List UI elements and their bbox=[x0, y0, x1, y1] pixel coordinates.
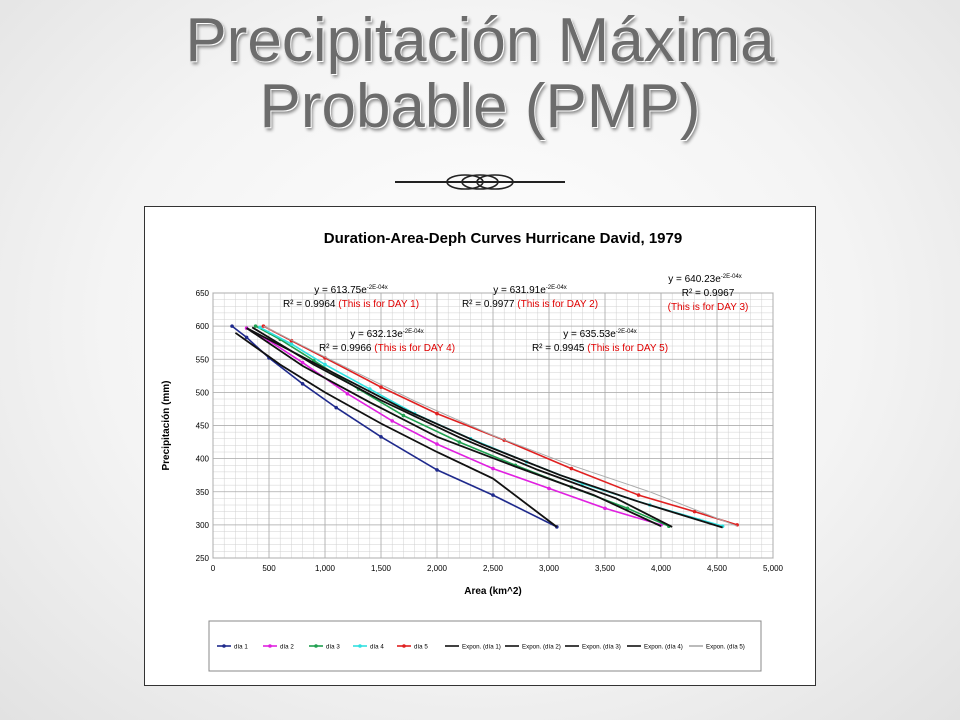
legend-label: Expon. (día 1) bbox=[462, 644, 501, 651]
series-line bbox=[234, 332, 558, 528]
trendline-note: (This is for DAY 5) bbox=[587, 343, 668, 354]
data-point bbox=[636, 493, 641, 497]
x-tick-label: 500 bbox=[262, 564, 276, 573]
chart-title: Duration-Area-Deph Curves Hurricane Davi… bbox=[324, 230, 682, 247]
data-point bbox=[253, 324, 258, 328]
data-point bbox=[435, 442, 439, 446]
data-point bbox=[547, 486, 551, 491]
data-point bbox=[625, 506, 630, 511]
series-line bbox=[251, 326, 673, 528]
chart-container: Duration-Area-Deph Curves Hurricane Davi… bbox=[144, 206, 816, 686]
y-tick-label: 250 bbox=[196, 554, 210, 563]
data-point bbox=[368, 387, 372, 391]
data-point bbox=[569, 466, 574, 471]
data-point bbox=[457, 440, 462, 444]
legend-label: Expon. (día 4) bbox=[644, 644, 683, 651]
y-tick-label: 350 bbox=[196, 488, 210, 497]
x-tick-label: 0 bbox=[211, 564, 216, 573]
series-line bbox=[246, 327, 723, 529]
trendline-equation: y = 632.13e-2E-04x bbox=[350, 329, 424, 340]
data-point bbox=[603, 506, 607, 511]
trendline-note: (This is for DAY 3) bbox=[668, 302, 749, 313]
legend-label: Expon. (día 2) bbox=[522, 644, 561, 651]
y-tick-label: 300 bbox=[196, 521, 210, 530]
data-point bbox=[289, 342, 294, 346]
legend-label: día 5 bbox=[414, 644, 428, 651]
legend-label: día 1 bbox=[234, 644, 248, 651]
data-point bbox=[323, 362, 327, 367]
series-line bbox=[246, 327, 662, 528]
trendline-note: (This is for DAY 2) bbox=[517, 299, 598, 310]
y-tick-label: 400 bbox=[196, 455, 210, 464]
slide-title: Precipitación Máxima Probable (PMP) bbox=[0, 8, 960, 140]
x-tick-label: 5,000 bbox=[763, 564, 784, 573]
data-point bbox=[435, 411, 439, 416]
trendline-equation: y = 613.75e-2E-04x bbox=[314, 285, 388, 296]
data-point bbox=[401, 413, 406, 418]
x-axis-label: Area (km^2) bbox=[464, 586, 522, 597]
data-point bbox=[300, 381, 305, 386]
slide-title-line-1: Precipitación Máxima bbox=[185, 6, 775, 75]
data-point bbox=[334, 405, 338, 410]
y-tick-label: 550 bbox=[196, 355, 210, 364]
trendline-equation: y = 631.91e-2E-04x bbox=[493, 285, 567, 296]
legend-label: día 3 bbox=[326, 644, 340, 651]
legend-label: Expon. (día 5) bbox=[706, 644, 745, 651]
series-line bbox=[263, 325, 738, 527]
trendline-note: (This is for DAY 1) bbox=[338, 299, 419, 310]
data-point bbox=[379, 385, 383, 389]
data-point bbox=[244, 335, 249, 340]
x-tick-label: 2,500 bbox=[483, 564, 504, 573]
data-point bbox=[230, 324, 234, 328]
x-tick-label: 1,500 bbox=[371, 564, 392, 573]
legend-label: día 2 bbox=[280, 644, 294, 651]
trendline-r2: R² = 0.9964 (This is for DAY 1) bbox=[283, 299, 419, 310]
x-tick-label: 3,500 bbox=[595, 564, 616, 573]
trendline-note: (This is for DAY 4) bbox=[374, 343, 455, 354]
trendline-equation: y = 640.23e-2E-04x bbox=[668, 274, 742, 285]
y-tick-label: 450 bbox=[196, 422, 210, 431]
data-point bbox=[491, 466, 495, 471]
legend-box bbox=[208, 620, 762, 672]
trendline-r2: R² = 0.9977 (This is for DAY 2) bbox=[462, 299, 598, 310]
legend-marker bbox=[358, 644, 362, 648]
x-tick-label: 2,000 bbox=[427, 564, 448, 573]
legend-marker bbox=[402, 644, 406, 648]
data-point bbox=[258, 325, 262, 330]
legend-marker bbox=[222, 644, 226, 648]
data-point bbox=[379, 434, 383, 439]
slide-title-line-2: Probable (PMP) bbox=[259, 72, 701, 141]
trendline-equation: y = 635.53e-2E-04x bbox=[563, 329, 637, 340]
ornament-divider-icon bbox=[395, 174, 565, 190]
trendline-r2: R² = 0.9967 bbox=[682, 288, 735, 299]
series-line bbox=[263, 325, 738, 526]
data-point bbox=[300, 360, 305, 365]
chart-svg: Duration-Area-Deph Curves Hurricane Davi… bbox=[161, 230, 784, 672]
legend-marker bbox=[314, 644, 318, 648]
y-tick-label: 600 bbox=[196, 322, 210, 331]
y-tick-label: 650 bbox=[196, 289, 210, 298]
legend-label: día 4 bbox=[370, 644, 384, 651]
y-tick-label: 500 bbox=[196, 388, 210, 397]
y-axis-label: Precipitación (mm) bbox=[161, 380, 172, 470]
x-tick-label: 4,500 bbox=[707, 564, 728, 573]
x-tick-label: 3,000 bbox=[539, 564, 560, 573]
data-point bbox=[435, 468, 439, 472]
trendline-r2: R² = 0.9945 (This is for DAY 5) bbox=[532, 343, 668, 354]
data-point bbox=[692, 509, 697, 514]
series-line bbox=[246, 327, 662, 526]
x-tick-label: 1,000 bbox=[315, 564, 336, 573]
legend-marker bbox=[268, 644, 272, 648]
data-point bbox=[390, 419, 394, 423]
data-point bbox=[345, 391, 350, 396]
legend-label: Expon. (día 3) bbox=[582, 644, 621, 651]
x-tick-label: 4,000 bbox=[651, 564, 672, 573]
trendline-r2: R² = 0.9966 (This is for DAY 4) bbox=[319, 343, 455, 354]
data-point bbox=[491, 493, 495, 497]
